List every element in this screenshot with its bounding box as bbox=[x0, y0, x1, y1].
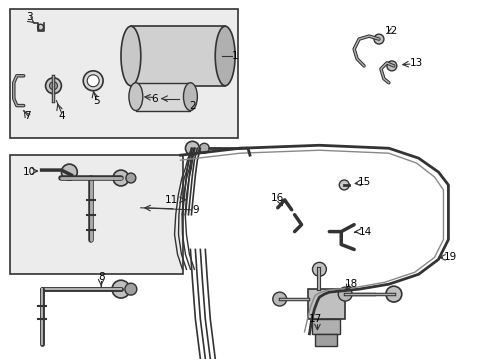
Circle shape bbox=[373, 34, 383, 44]
Ellipse shape bbox=[121, 26, 141, 86]
Circle shape bbox=[49, 82, 57, 90]
Text: 7: 7 bbox=[24, 111, 31, 121]
Text: 8: 8 bbox=[98, 272, 104, 282]
Bar bbox=[307, 289, 345, 319]
Circle shape bbox=[87, 75, 99, 87]
Circle shape bbox=[113, 170, 129, 186]
Bar bbox=[136, 83, 190, 111]
Circle shape bbox=[83, 71, 103, 91]
Text: 5: 5 bbox=[93, 96, 99, 105]
Circle shape bbox=[45, 78, 61, 94]
Circle shape bbox=[126, 173, 136, 183]
Bar bbox=[312, 319, 340, 334]
Ellipse shape bbox=[215, 26, 235, 86]
Circle shape bbox=[124, 283, 137, 295]
Circle shape bbox=[338, 287, 351, 301]
Circle shape bbox=[339, 180, 348, 190]
Bar bbox=[315, 334, 337, 346]
Bar bbox=[10, 155, 183, 274]
Text: 18: 18 bbox=[344, 279, 357, 289]
Text: 1: 1 bbox=[232, 51, 238, 61]
Text: 2: 2 bbox=[189, 100, 195, 111]
Circle shape bbox=[38, 24, 43, 30]
Text: 9: 9 bbox=[192, 205, 199, 215]
Text: 10: 10 bbox=[23, 167, 36, 177]
Text: 15: 15 bbox=[357, 177, 370, 187]
Circle shape bbox=[386, 61, 396, 71]
Text: 12: 12 bbox=[385, 26, 398, 36]
Text: 17: 17 bbox=[308, 314, 322, 324]
Bar bbox=[10, 9, 238, 138]
Text: 19: 19 bbox=[443, 252, 456, 262]
Text: 6: 6 bbox=[151, 94, 157, 104]
Circle shape bbox=[385, 286, 401, 302]
Text: 4: 4 bbox=[58, 111, 64, 121]
Circle shape bbox=[199, 143, 209, 153]
Circle shape bbox=[61, 164, 77, 180]
Circle shape bbox=[272, 292, 286, 306]
Circle shape bbox=[312, 262, 325, 276]
Text: 11: 11 bbox=[165, 195, 178, 205]
Ellipse shape bbox=[183, 83, 197, 111]
Circle shape bbox=[112, 280, 130, 298]
Ellipse shape bbox=[129, 83, 142, 111]
Text: 3: 3 bbox=[26, 12, 33, 22]
Text: 14: 14 bbox=[358, 226, 371, 237]
Circle shape bbox=[185, 141, 199, 155]
Text: 16: 16 bbox=[270, 193, 284, 203]
Bar bbox=[131, 26, 224, 86]
Text: 13: 13 bbox=[409, 58, 423, 68]
